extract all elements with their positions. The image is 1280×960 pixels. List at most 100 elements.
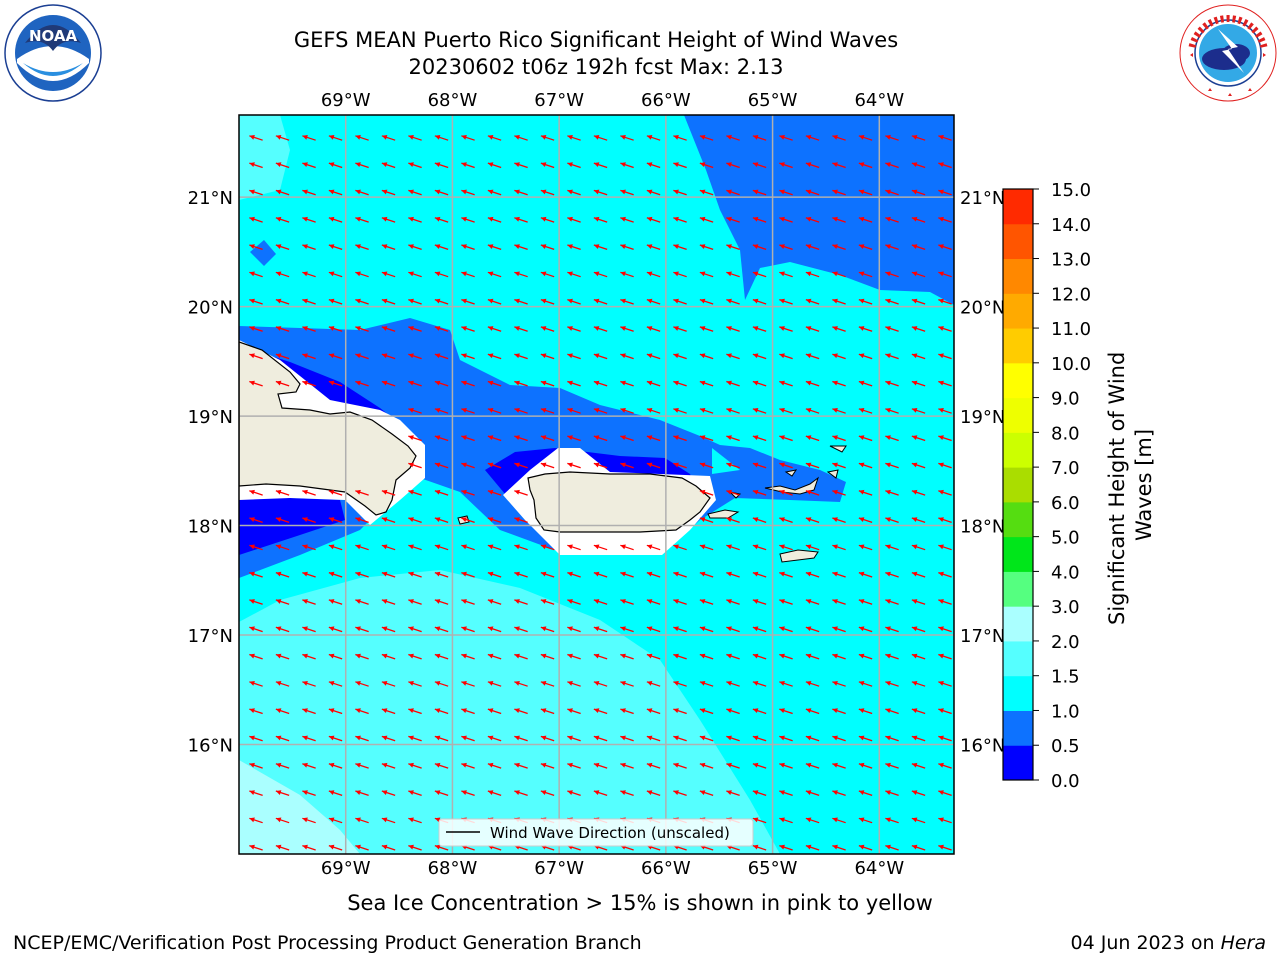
colorbar-tick-label: 15.0 — [1051, 180, 1091, 201]
wave-arrow-head — [673, 326, 679, 331]
wave-arrow-head — [593, 680, 600, 686]
wave-arrow-head — [673, 407, 679, 413]
wave-arrow-head — [355, 653, 361, 659]
wave-arrow-head — [699, 517, 706, 522]
wave-arrow-head — [461, 162, 467, 168]
wave-arrow-head — [673, 735, 679, 741]
wave-arrow-head — [328, 134, 335, 140]
wave-arrow-head — [832, 271, 838, 277]
wave-arrow-head — [302, 653, 308, 659]
wave-arrow-head — [514, 708, 520, 714]
wave-arrow-head — [699, 571, 706, 577]
wave-arrow-head — [673, 680, 679, 686]
nws-logo — [1179, 4, 1277, 102]
wave-arrow-head — [699, 599, 706, 604]
wave-arrow-head — [355, 599, 361, 604]
wave-arrow-head — [275, 517, 282, 522]
wave-arrow-head — [461, 517, 467, 522]
lat-label-right: 20°N — [960, 298, 1005, 319]
wave-arrow-head — [381, 189, 388, 195]
wave-arrow-head — [832, 844, 838, 850]
wave-arrow-head — [328, 517, 335, 522]
wave-arrow-head — [620, 735, 626, 741]
wave-arrow-head — [699, 626, 706, 632]
wave-arrow-head — [885, 817, 891, 823]
wave-arrow-head — [885, 271, 891, 277]
wave-arrow-head — [726, 189, 732, 195]
wave-arrow-head — [487, 517, 494, 522]
wave-arrow-head — [355, 162, 361, 168]
wave-arrow-head — [752, 189, 759, 195]
wave-arrow-head — [487, 353, 494, 359]
colorbar-tick-label: 2.0 — [1051, 632, 1080, 653]
lat-label-left: 17°N — [188, 626, 233, 647]
wave-arrow-head — [699, 462, 706, 468]
wave-arrow-head — [620, 298, 626, 304]
wave-arrow-head — [938, 462, 944, 468]
wave-arrow-head — [911, 216, 918, 222]
wave-arrow-head — [620, 790, 626, 795]
wave-arrow-head — [567, 380, 573, 386]
wave-arrow-head — [408, 435, 414, 441]
lat-label-left: 19°N — [188, 407, 233, 428]
wave-arrow-head — [302, 298, 308, 304]
wave-arrow-head — [275, 353, 282, 359]
lon-label-top: 65°W — [748, 90, 798, 111]
wave-arrow-head — [832, 216, 838, 222]
wave-arrow-head — [593, 407, 600, 413]
wave-arrow-head — [514, 680, 520, 686]
wave-arrow-head — [540, 653, 547, 659]
wave-arrow-head — [275, 735, 282, 741]
wave-arrow-head — [646, 762, 653, 768]
wave-arrow-head — [540, 326, 547, 331]
wave-arrow-head — [646, 326, 653, 331]
lon-label-top: 67°W — [534, 90, 584, 111]
land-vieques — [707, 509, 740, 519]
wave-arrow-head — [514, 134, 520, 140]
wave-arrow-head — [514, 189, 520, 195]
wave-arrow-head — [673, 544, 679, 550]
wave-arrow-head — [646, 462, 653, 468]
wave-arrow-head — [699, 216, 706, 222]
wave-arrow-head — [673, 653, 679, 659]
wave-arrow-head — [408, 271, 414, 277]
wave-arrow-head — [328, 216, 335, 222]
wave-arrow-head — [832, 298, 838, 304]
wave-arrow-head — [885, 353, 891, 359]
wave-arrow-head — [832, 599, 838, 604]
colorbar-segment — [1003, 745, 1033, 781]
wave-arrow-head — [726, 517, 732, 522]
wave-arrow-head — [514, 626, 520, 632]
wave-arrow-head — [779, 544, 785, 550]
wave-arrow-head — [646, 353, 653, 359]
wave-arrow-head — [593, 626, 600, 632]
wave-arrow-head — [328, 735, 335, 741]
wave-arrow-head — [567, 708, 573, 714]
wave-arrow-head — [752, 326, 759, 331]
wave-arrow-head — [275, 298, 282, 304]
wave-arrow-head — [911, 708, 918, 714]
wave-arrow-head — [938, 271, 944, 277]
wave-arrow-head — [911, 271, 918, 277]
wave-arrow-head — [858, 599, 865, 604]
wave-arrow-head — [434, 189, 441, 195]
wave-arrow-head — [355, 216, 361, 222]
wave-arrow-head — [752, 462, 759, 468]
land-small-islands — [728, 445, 847, 499]
wave-arrow-head — [646, 653, 653, 659]
wave-arrow-head — [355, 571, 361, 577]
wave-arrow-head — [620, 462, 626, 468]
wave-arrow-head — [275, 326, 282, 331]
wave-arrow-head — [567, 353, 573, 359]
wave-arrow-head — [620, 435, 626, 441]
wave-arrow-head — [434, 544, 441, 550]
wave-arrow-head — [673, 626, 679, 632]
wave-arrow-head — [408, 844, 414, 850]
wave-arrow-head — [911, 762, 918, 768]
wave-arrow-head — [673, 599, 679, 604]
wave-arrow-head — [752, 134, 759, 140]
wave-arrow-head — [567, 626, 573, 632]
wave-arrow-head — [938, 790, 944, 795]
wave-arrow-head — [408, 571, 414, 577]
wave-arrow-head — [593, 653, 600, 659]
